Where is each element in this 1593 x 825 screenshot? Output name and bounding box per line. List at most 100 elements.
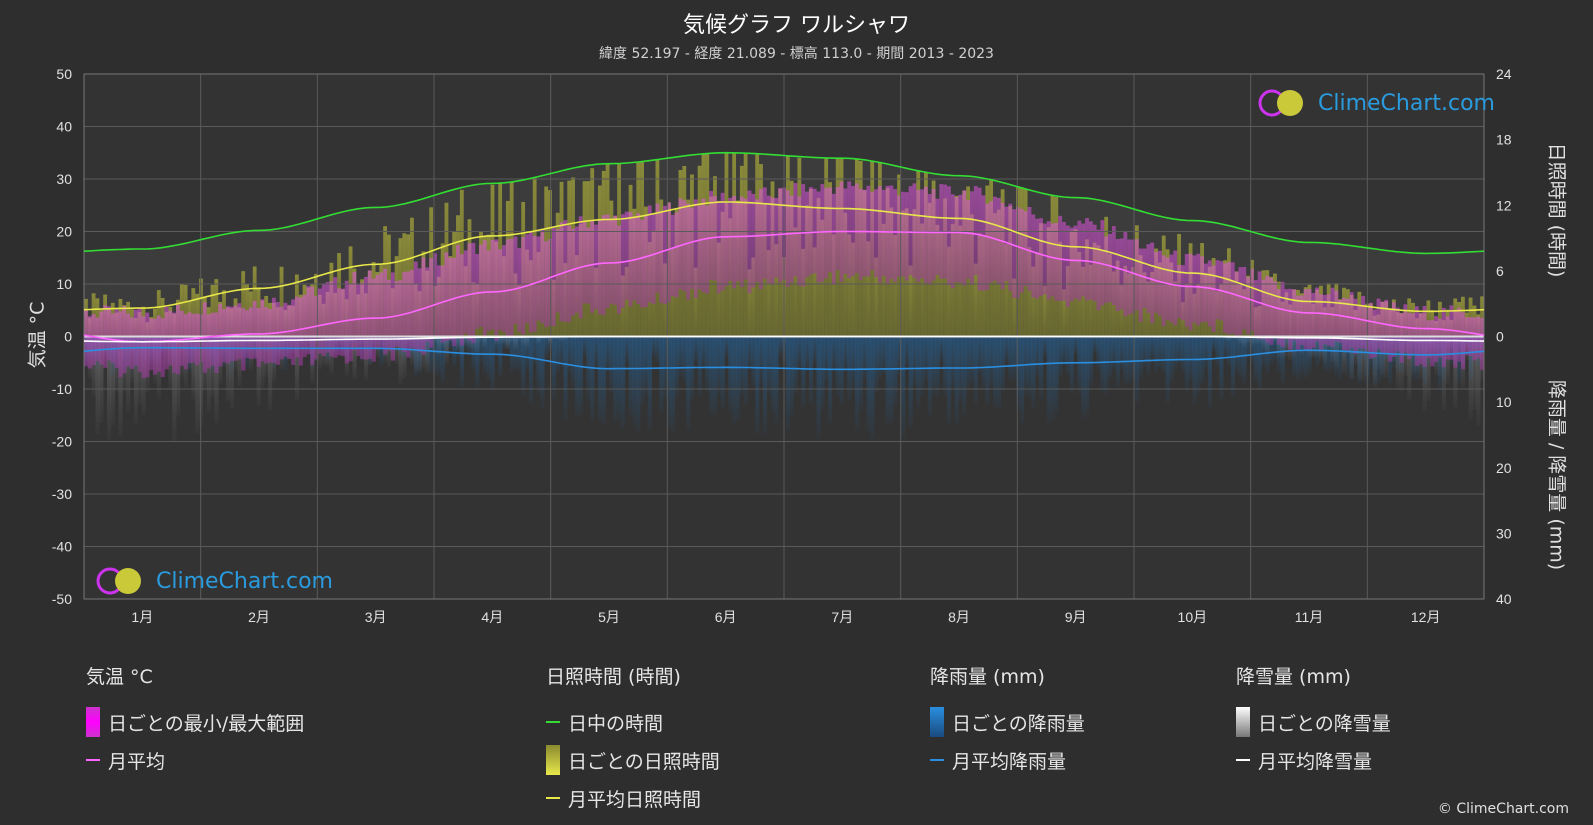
rain-bar (1219, 336, 1224, 400)
month-label: 8月 (948, 609, 970, 625)
rain-bar (774, 336, 779, 424)
rain-bar (1177, 336, 1182, 365)
legend-snow-avg: 月平均降雪量 (1258, 750, 1373, 773)
daylight-bar (1468, 252, 1473, 337)
rain-bar (1242, 336, 1247, 384)
temp-range-bar (1476, 316, 1481, 359)
temp-range-bar (1303, 289, 1308, 351)
temp-range-bar (1299, 295, 1305, 345)
temp-range-bar (743, 198, 748, 280)
temp-range-bar (705, 205, 710, 294)
temp-range-bar (252, 300, 257, 359)
rain-bar (993, 336, 998, 408)
temp-range-bar (954, 197, 959, 283)
rain-bar (962, 336, 967, 416)
rain-bar (1307, 336, 1312, 373)
legend-temperature-title: 気温 °C (86, 666, 153, 688)
rain-bar (678, 336, 683, 376)
daylight-bar (1449, 252, 1454, 337)
rain-bar (1065, 336, 1071, 375)
daylight-bar (160, 247, 165, 337)
temp-range-bar (1039, 218, 1044, 296)
daylight-bar (103, 250, 108, 337)
daylight-bar (114, 249, 119, 337)
legend-swatch-rain-avg (930, 759, 944, 761)
rain-bar (785, 336, 791, 431)
rain-bar (824, 336, 829, 383)
temp-range-bar (739, 196, 745, 288)
temp-range-bar (571, 228, 576, 316)
rain-bar (743, 336, 748, 407)
rain-bar (908, 336, 913, 428)
temp-range-bar (1223, 263, 1228, 333)
temp-range-bar (1196, 253, 1201, 326)
daylight-bar (1353, 246, 1358, 337)
temp-range-bar (1269, 277, 1274, 345)
temp-range-bar (824, 187, 829, 279)
left-tick-label: 20 (56, 224, 72, 240)
right-tick-label-precip: 10 (1496, 394, 1512, 410)
rain-bar (1108, 336, 1113, 379)
rain-bar (479, 336, 484, 363)
snow-bar (1407, 336, 1412, 401)
daylight-bar (164, 247, 169, 337)
daylight-bar (1299, 242, 1305, 337)
rain-bar (1338, 336, 1343, 379)
rain-bar (379, 336, 384, 367)
temp-range-bar (1315, 287, 1320, 342)
temp-range-bar (1288, 288, 1293, 350)
temp-range-bar (298, 297, 303, 366)
rain-bar (1257, 336, 1262, 391)
temp-range-bar (1280, 281, 1285, 348)
sunshine-bar (801, 248, 806, 337)
right-tick-label-sunshine: 0 (1496, 329, 1504, 345)
temp-range-bar (107, 306, 112, 361)
rain-bar (1265, 336, 1270, 374)
rain-bar (1180, 336, 1186, 373)
legend-rain-title: 降雨量 (mm) (930, 666, 1045, 688)
rain-bar (793, 336, 798, 394)
sunshine-bar (947, 246, 952, 337)
legend-sunshine-daily: 日ごとの日照時間 (568, 750, 720, 773)
temp-range-bar (1104, 236, 1109, 303)
temp-range-bar (126, 313, 131, 367)
logo-top[interactable]: ClimeChart.com (1258, 88, 1495, 118)
rain-bar (667, 336, 672, 429)
sunshine-avg-line (83, 201, 1485, 313)
temp-range-bar (479, 244, 484, 327)
left-tick-label: 40 (56, 119, 72, 135)
rain-bar (1012, 336, 1017, 381)
temp-range-bar (118, 311, 123, 378)
temp-range-bar (237, 303, 242, 360)
temp-range-bar (590, 219, 595, 313)
rain-bar (728, 336, 733, 413)
rain-bar (835, 336, 840, 397)
daylight-bar (291, 226, 296, 337)
temp-range-bar (874, 189, 879, 278)
snow-bar (237, 336, 242, 387)
daylight-bar (333, 214, 338, 337)
temp-range-bar (609, 218, 614, 304)
daylight-bar (271, 229, 277, 337)
daylight-bar (1445, 253, 1450, 337)
temp-range-bar (747, 190, 752, 294)
rain-bar (1380, 336, 1385, 378)
legend-sunshine: 日照時間 (時間) 日中の時間 日ごとの日照時間 月平均日照時間 (546, 662, 720, 817)
temp-range-bar (344, 280, 349, 364)
rain-bar (759, 336, 764, 384)
temp-range-bar (1085, 218, 1090, 301)
rain-bar (644, 336, 649, 396)
sunshine-bar (191, 288, 196, 337)
temp-range-bar (977, 187, 982, 291)
temp-range-bar (601, 215, 606, 315)
temp-range-bar (1184, 254, 1189, 327)
rain-bar (801, 336, 806, 408)
copyright: © ClimeChart.com (1437, 801, 1569, 817)
daylight-bar (133, 249, 138, 337)
daylight-bar (122, 249, 127, 337)
daylight-bar (1388, 250, 1393, 337)
temp-range-bar (1391, 302, 1397, 357)
rain-bar (839, 336, 844, 406)
logo-bottom[interactable]: ClimeChart.com (96, 566, 333, 596)
daylight-bar (1288, 240, 1293, 337)
